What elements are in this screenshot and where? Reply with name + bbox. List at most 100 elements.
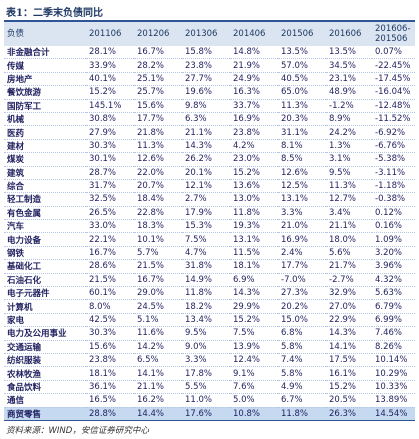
sector-cell: 家电 (4, 313, 86, 328)
table-title: 表1：二季末负债同比 (6, 8, 103, 19)
value-cell: 13.6% (230, 179, 278, 194)
value-cell: 23.8% (86, 353, 134, 368)
value-cell: 26.2% (182, 152, 230, 167)
sector-cell: 房地产 (4, 72, 86, 87)
value-cell: 30.3% (86, 326, 134, 341)
value-cell: 17.7% (134, 112, 182, 127)
sector-cell: 有色金属 (4, 206, 86, 221)
table-row: 传媒 33.9% 28.2% 23.8% 21.9% 57.0% 34.5% -22.45% (4, 58, 415, 73)
value-cell: 14.8% (230, 46, 278, 60)
value-cell: 18.1% (86, 366, 134, 381)
table-row: 国防军工 145.1% 15.6% 9.8% 33.7% 11.3% -1.2% -12.48… (4, 99, 415, 113)
value-cell: 17.5% (326, 353, 372, 368)
value-cell: 30.1% (86, 152, 134, 167)
sector-cell: 电子元器件 (4, 286, 86, 301)
value-cell: 12.7% (326, 192, 372, 207)
table-row: 交通运输 15.6% 14.2% 9.0% 13.9% 5.8% 14.1% 8.26% (4, 340, 415, 354)
value-cell: 18.4% (134, 192, 182, 207)
table-row: 房地产 40.1% 25.1% 27.7% 24.9% 40.5% 23.1% -17.45% (4, 72, 415, 87)
value-cell: 5.8% (278, 366, 326, 381)
sector-cell: 汽车 (4, 219, 86, 234)
value-cell: 18.3% (134, 219, 182, 234)
value-cell: 6.3% (182, 112, 230, 127)
table-row: 医药 27.9% 21.8% 21.1% 23.8% 31.1% 24.2% -6.92% (4, 125, 415, 140)
value-cell: 20.7% (134, 179, 182, 194)
value-cell: 5.8% (278, 340, 326, 354)
value-cell: 5.63% (372, 286, 415, 301)
value-cell: 21.1% (134, 380, 182, 395)
value-cell: 4.9% (278, 380, 326, 395)
value-cell: 9.5% (326, 166, 372, 180)
sector-cell: 电力设备 (4, 232, 86, 247)
table-row: 商贸零售 28.8% 14.4% 17.6% 10.8% 11.8% 26.3% 14.54% (4, 407, 415, 421)
value-cell: 15.6% (86, 340, 134, 354)
value-cell: 7.4% (278, 353, 326, 368)
value-cell: 22.0% (134, 166, 182, 180)
value-cell: 36.1% (86, 380, 134, 395)
table-row: 机械 30.8% 17.7% 6.3% 16.9% 20.3% 8.9% -11.52% (4, 112, 415, 127)
value-cell: -5.38% (372, 152, 415, 167)
value-cell: 15.8% (182, 46, 230, 60)
value-cell: 11.8% (278, 407, 326, 421)
value-cell: 18.2% (182, 299, 230, 314)
table-row: 综合 31.7% 20.7% 12.1% 13.6% 12.5% 11.3% -1.18% (4, 179, 415, 194)
table-row: 建材 30.3% 11.3% 14.3% 4.2% 8.1% 1.3% -6.76% (4, 139, 415, 154)
table-row: 通信 16.5% 16.2% 11.0% 5.0% 6.7% 20.5% 13.89% (4, 393, 415, 408)
value-cell: 6.7% (278, 393, 326, 408)
value-cell: 6.99% (372, 313, 415, 328)
value-cell: -17.45% (372, 72, 415, 87)
value-cell: 5.1% (134, 313, 182, 328)
value-cell: 23.1% (326, 72, 372, 87)
table-row: 电力及公用事业 30.3% 11.6% 9.5% 7.5% 6.8% 14.3% 7.46% (4, 326, 415, 341)
value-cell: -3.11% (372, 166, 415, 180)
value-cell: 11.8% (182, 286, 230, 301)
value-cell: 0.07% (372, 46, 415, 60)
sector-cell: 煤炭 (4, 152, 86, 167)
value-cell: 12.6% (134, 152, 182, 167)
value-cell: 14.4% (134, 407, 182, 421)
sector-cell: 石油石化 (4, 273, 86, 288)
value-cell: 14.9% (182, 273, 230, 288)
table-row: 非金融合计 28.1% 16.7% 15.8% 14.8% 13.5% 13.5% 0.07% (4, 46, 415, 60)
value-cell: 48.9% (326, 85, 372, 100)
value-cell: 14.54% (372, 407, 415, 421)
value-cell: 15.6% (134, 99, 182, 113)
value-cell: 0.12% (372, 206, 415, 221)
value-cell: 16.5% (86, 393, 134, 408)
table-row: 石油石化 21.5% 16.7% 14.9% 6.9% -7.0% -2.7% 4.32% (4, 273, 415, 288)
value-cell: 16.3% (230, 85, 278, 100)
value-cell: 15.2% (326, 380, 372, 395)
value-cell: 19.6% (182, 85, 230, 100)
value-cell: 25.1% (134, 72, 182, 87)
value-cell: 6.9% (230, 273, 278, 288)
value-cell: -2.7% (326, 273, 372, 288)
value-cell: 15.3% (182, 219, 230, 234)
value-cell: 9.1% (230, 366, 278, 381)
value-cell: 12.1% (182, 179, 230, 194)
value-cell: 21.0% (278, 219, 326, 234)
table-row: 电力设备 22.1% 10.1% 7.5% 13.1% 16.9% 18.0% 1.09% (4, 232, 415, 247)
header-row: 负债 201106 201206 201306 201406 201506 201606 20… (4, 20, 415, 46)
value-cell: 19.3% (230, 219, 278, 234)
value-cell: 145.1% (86, 99, 134, 113)
value-cell: 16.9% (230, 112, 278, 127)
header-cell: 201606 (326, 20, 372, 46)
value-cell: 12.6% (278, 166, 326, 180)
value-cell: 16.2% (134, 393, 182, 408)
value-cell: 28.7% (86, 166, 134, 180)
value-cell: 60.1% (86, 286, 134, 301)
value-cell: -6.92% (372, 125, 415, 140)
sector-cell: 纺织服装 (4, 353, 86, 368)
value-cell: 13.1% (278, 192, 326, 207)
value-cell: 22.9% (326, 313, 372, 328)
sector-cell: 商贸零售 (4, 407, 86, 421)
value-cell: 65.0% (278, 85, 326, 100)
value-cell: 17.9% (182, 206, 230, 221)
value-cell: 28.2% (134, 58, 182, 73)
value-cell: 3.3% (182, 353, 230, 368)
value-cell: 12.5% (278, 179, 326, 194)
sector-cell: 基础化工 (4, 259, 86, 274)
value-cell: 21.7% (326, 259, 372, 274)
value-cell: 6.8% (278, 326, 326, 341)
